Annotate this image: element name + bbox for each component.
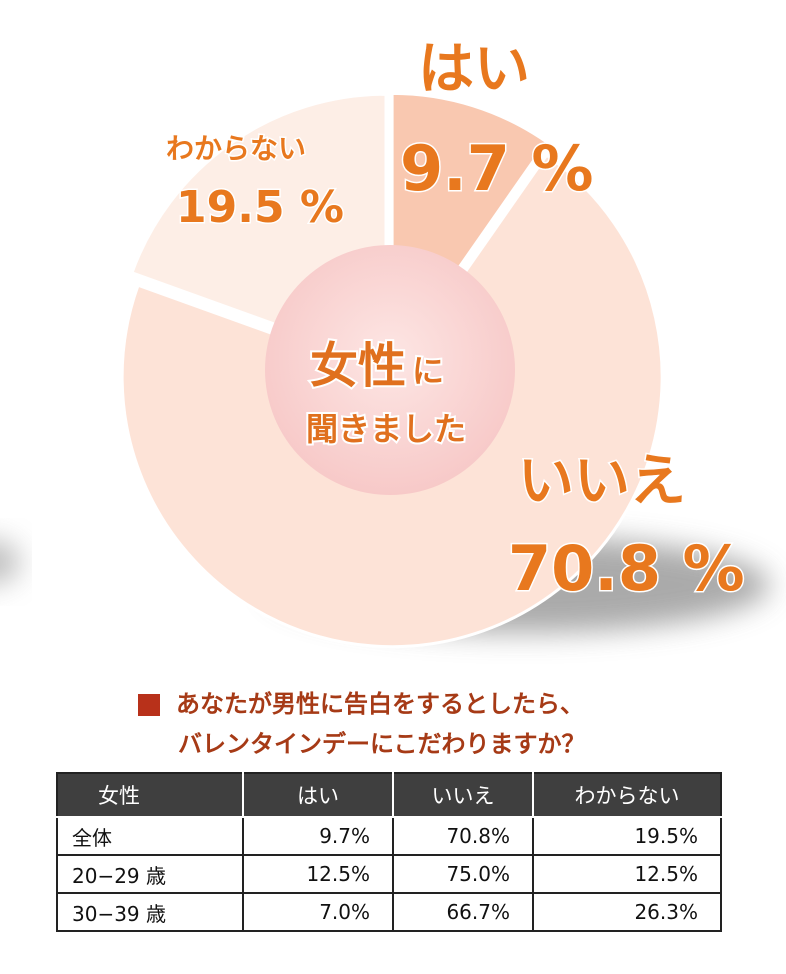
center-subtitle: 聞きました: [306, 410, 466, 448]
cell-unknown: 12.5%: [532, 854, 722, 894]
header-group: 女性: [56, 772, 244, 818]
row-label: 全体: [56, 816, 244, 856]
header-yes: はい: [242, 772, 394, 818]
table-row: 30−39 歳 7.0% 66.7% 26.3%: [56, 892, 722, 932]
table-header-row: 女性 はい いいえ わからない: [56, 772, 722, 818]
pie-chart: 女性に 聞きました はい 9.7 % いいえ 70.8 % わからない 19.5…: [0, 36, 770, 649]
cell-unknown: 26.3%: [532, 892, 722, 932]
question-line-1: あなたが男性に告白をするとしたら、: [176, 690, 584, 718]
table-row: 20−29 歳 12.5% 75.0% 12.5%: [56, 854, 722, 894]
center-disc: [265, 245, 515, 495]
cell-no: 70.8%: [392, 816, 534, 856]
cell-yes: 12.5%: [242, 854, 394, 894]
row-label: 20−29 歳: [56, 854, 244, 894]
left-edge-shadow: [0, 541, 20, 583]
cell-yes: 9.7%: [242, 816, 394, 856]
square-bullet-icon: [138, 694, 160, 716]
slice-label-iie: いいえ: [518, 449, 686, 514]
cell-no: 66.7%: [392, 892, 534, 932]
row-label: 30−39 歳: [56, 892, 244, 932]
header-unknown: わからない: [532, 772, 722, 818]
slice-label-wakaranai: わからない: [166, 132, 306, 165]
header-no: いいえ: [392, 772, 534, 818]
cell-unknown: 19.5%: [532, 816, 722, 856]
question-line-2: バレンタインデーにこだわりますか？: [178, 730, 586, 758]
table-row: 全体 9.7% 70.8% 19.5%: [56, 816, 722, 856]
cell-yes: 7.0%: [242, 892, 394, 932]
center-title: 女性に: [310, 338, 444, 394]
slice-label-hai: はい: [418, 37, 530, 102]
results-table: 女性 はい いいえ わからない 全体 9.7% 70.8% 19.5% 20−2…: [56, 772, 722, 932]
center-particle: に: [412, 352, 444, 390]
survey-question: あなたが男性に告白をするとしたら、 バレンタインデーにこだわりますか？: [138, 684, 758, 764]
slice-value-wakaranai: 19.5 %: [176, 182, 344, 233]
slice-value-iie: 70.8 %: [508, 532, 745, 605]
cell-no: 75.0%: [392, 854, 534, 894]
slice-value-hai: 9.7 %: [400, 132, 594, 205]
